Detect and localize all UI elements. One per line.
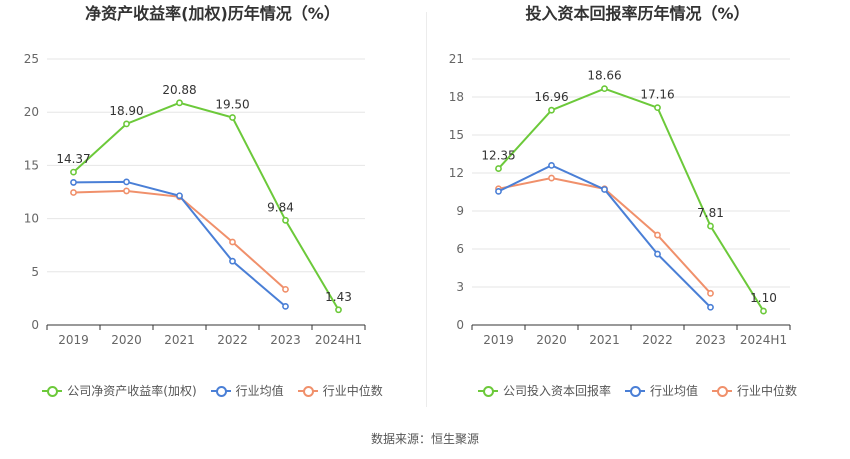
legend-line-marker-icon — [712, 385, 732, 397]
data-point — [282, 302, 289, 310]
y-tick-label: 20 — [24, 105, 39, 119]
data-point — [70, 189, 77, 196]
x-tick-label: 2024H1 — [315, 333, 362, 347]
data-point — [601, 186, 608, 193]
series-line — [497, 87, 765, 312]
y-tick-label: 18 — [449, 90, 464, 104]
data-point — [176, 192, 183, 200]
roic-chart-legend: 公司投入资本回报率 行业均值 行业中位数 — [425, 382, 850, 399]
data-label: 9.84 — [267, 200, 294, 214]
x-tick-label: 2020 — [111, 333, 142, 347]
roe-chart-title: 净资产收益率(加权)历年情况（%） — [85, 4, 340, 23]
x-tick-label: 2020 — [536, 333, 567, 347]
data-label: 7.81 — [697, 206, 724, 220]
y-tick-label: 3 — [456, 280, 464, 294]
x-tick-label: 2021 — [589, 333, 620, 347]
series-line — [73, 180, 287, 308]
legend-label: 行业中位数 — [737, 384, 798, 398]
data-point — [495, 165, 502, 172]
data-source-note: 数据来源：恒生聚源 — [370, 432, 479, 446]
data-label: 14.37 — [56, 152, 90, 166]
data-point — [654, 231, 661, 239]
data-point — [548, 161, 555, 169]
legend-label: 公司净资产收益率(加权) — [67, 384, 197, 398]
data-label: 18.90 — [109, 104, 143, 118]
data-point — [70, 179, 77, 186]
x-tick-label: 2022 — [642, 333, 673, 347]
data-label: 1.10 — [750, 291, 777, 305]
x-tick-label: 2023 — [270, 333, 301, 347]
legend-label: 行业均值 — [235, 384, 284, 398]
legend-item-industry-median[interactable]: 行业中位数 — [712, 382, 797, 399]
panel-divider — [426, 12, 427, 407]
legend-label: 公司投入资本回报率 — [502, 384, 611, 398]
roic-chart-plot: 0 3 6 9 12 15 18 21 2019 2020 2021 2022 2023 2024H1 12… — [449, 52, 791, 347]
y-tick-label: 0 — [31, 318, 39, 332]
data-point — [707, 303, 714, 311]
y-tick-label: 5 — [31, 265, 39, 279]
legend-item-company-roic[interactable]: 公司投入资本回报率 — [477, 382, 611, 399]
data-point — [229, 238, 236, 246]
legend-item-company-roe[interactable]: 公司净资产收益率(加权) — [42, 382, 197, 399]
data-label: 1.43 — [325, 290, 352, 304]
data-label: 12.35 — [481, 149, 515, 163]
data-point — [123, 187, 130, 195]
y-tick-label: 25 — [24, 52, 39, 66]
data-point — [707, 222, 714, 230]
series-line — [73, 189, 287, 291]
legend-line-marker-icon — [624, 385, 645, 397]
y-tick-label: 15 — [449, 128, 464, 142]
data-point — [654, 250, 661, 258]
data-point — [123, 120, 130, 128]
x-tick-label: 2022 — [217, 333, 248, 347]
series-line — [72, 101, 340, 311]
roe-chart-panel: 净资产收益率(加权)历年情况（%） 0 5 10 15 20 25 2019 2020 2021… — [0, 0, 425, 420]
data-point — [548, 106, 555, 114]
data-label: 18.66 — [587, 69, 621, 83]
roe-chart-legend: 公司净资产收益率(加权) 行业均值 行业中位数 — [0, 382, 425, 399]
y-tick-label: 9 — [456, 204, 464, 218]
data-point — [123, 178, 130, 186]
data-point — [176, 99, 183, 107]
legend-line-marker-icon — [477, 385, 498, 397]
data-point — [495, 187, 502, 195]
data-point — [707, 289, 714, 297]
x-tick-label: 2024H1 — [740, 333, 787, 347]
legend-label: 行业中位数 — [322, 384, 383, 398]
data-point — [229, 114, 236, 121]
data-point — [335, 306, 342, 314]
x-tick-label: 2019 — [483, 333, 514, 347]
y-tick-label: 12 — [449, 166, 464, 180]
data-point — [654, 104, 661, 112]
y-tick-label: 0 — [456, 318, 464, 332]
y-tick-label: 6 — [456, 242, 464, 256]
y-tick-label: 21 — [449, 52, 464, 66]
x-tick-label: 2021 — [164, 333, 195, 347]
data-label: 16.96 — [534, 90, 568, 104]
data-label: 19.50 — [215, 98, 249, 112]
legend-line-marker-icon — [42, 385, 63, 397]
legend-label: 行业均值 — [649, 384, 698, 398]
data-point — [229, 257, 236, 265]
data-point — [601, 85, 608, 93]
data-point — [548, 174, 555, 182]
roic-chart-panel: 投入资本回报率历年情况（%） 0 3 6 9 12 15 18 21 2019 2020 2021 2… — [425, 0, 850, 420]
legend-item-industry-mean[interactable]: 行业均值 — [624, 382, 698, 399]
y-tick-label: 15 — [24, 158, 39, 172]
data-point — [70, 168, 77, 176]
data-point — [282, 216, 289, 224]
legend-line-marker-icon — [210, 385, 231, 397]
roic-chart-title: 投入资本回报率历年情况（%） — [525, 4, 750, 23]
data-point — [760, 307, 767, 315]
data-label: 17.16 — [640, 88, 674, 102]
x-tick-label: 2023 — [695, 333, 726, 347]
legend-line-marker-icon — [297, 385, 318, 397]
x-tick-label: 2019 — [58, 333, 89, 347]
data-label: 20.88 — [162, 83, 196, 97]
roe-chart-plot: 0 5 10 15 20 25 2019 2020 2021 2022 2023 2024H1 14.3… — [24, 52, 366, 347]
legend-item-industry-mean[interactable]: 行业均值 — [210, 382, 284, 399]
data-point — [282, 285, 289, 293]
legend-item-industry-median[interactable]: 行业中位数 — [297, 382, 383, 399]
y-tick-label: 10 — [24, 212, 39, 226]
